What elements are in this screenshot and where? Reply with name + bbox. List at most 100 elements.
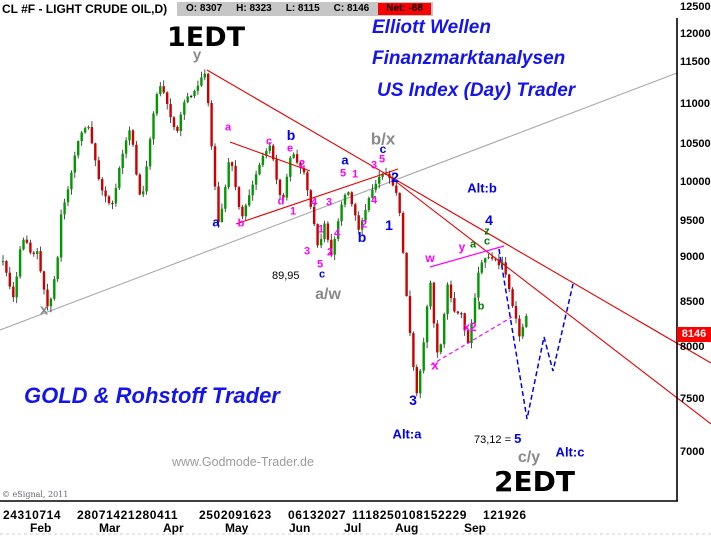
y-axis-tick-11000: 11000 [680, 98, 710, 110]
wave-label-1: 1 [289, 205, 297, 218]
plot-frame [0, 18, 711, 535]
quote-o: O: 8307 [186, 3, 223, 14]
esignal-copyright: © eSignal, 2011 [2, 490, 69, 499]
wave-label-b: b [237, 217, 245, 230]
wave-label-2: 2 [326, 246, 334, 259]
x-x2-trendline [430, 316, 513, 366]
wave-label-b-x: b/x [370, 129, 396, 149]
wave-label-3: 3 [409, 392, 417, 408]
wave-label-3: 3 [370, 159, 378, 172]
last-price-marker: 8146 [677, 327, 711, 342]
wave-label-2: 2 [298, 158, 306, 171]
may-triangle-top-line [229, 141, 311, 172]
y-axis-tick-12000: 12000 [680, 28, 711, 40]
long-uptrend-line [0, 72, 678, 331]
x-axis-month-apr: Apr [163, 521, 184, 535]
background-trendlines [0, 72, 678, 331]
overlay-trendlines [206, 69, 711, 425]
wave-label-alt-a: Alt:a [392, 426, 422, 442]
symbol-title: CL #F - LIGHT CRUDE OIL,D) [2, 2, 168, 16]
watermark-godmode-trader: www.Godmode-Trader.de [172, 455, 314, 469]
wave-label-b: b [477, 300, 485, 313]
wave-label-w: w [425, 251, 435, 265]
wave-label-b: b [357, 229, 367, 245]
x-axis-month-mar: Mar [99, 521, 121, 535]
wave-label-c: c [318, 268, 326, 281]
wave-label-a-w: a/w [315, 286, 341, 303]
y-axis-tick-7500: 7500 [680, 393, 705, 405]
x-axis-date-tick: 1118250108152229 [352, 508, 468, 522]
wave-label-1: 1 [351, 168, 359, 181]
wave-label-4: 4 [333, 227, 341, 240]
quote-l: L: 8115 [285, 3, 320, 14]
wave-label-alt-b: Alt:b [467, 180, 497, 196]
wave-label-alt-c: Alt:c [555, 444, 585, 460]
wave-label-b: b [286, 127, 296, 143]
wave5-target-wave-number: 5 [514, 431, 522, 446]
y-axis-tick-7000: 7000 [680, 446, 705, 458]
wave-label-1: 1 [317, 223, 325, 236]
wave5-target-annotation: 73,12 = 5 [474, 432, 521, 446]
wave-1edt-label: 1EDT [167, 22, 246, 53]
wave-label-a: a [224, 121, 232, 134]
y-axis-tick-10000: 10000 [680, 176, 711, 188]
price-annotation-8995: 89,95 [272, 270, 300, 282]
wave5-projection-zigzag [498, 248, 574, 420]
x-axis-month-may: May [225, 521, 249, 535]
secondary-downtrend-line [385, 173, 711, 425]
wave-label-2: 2 [391, 169, 399, 185]
y-axis-tick-8000: 8000 [680, 341, 705, 353]
w-resistance-line [429, 245, 505, 268]
x-axis-month-aug: Aug [395, 521, 419, 535]
wave-label-1: 1 [385, 217, 393, 233]
wave-label-x: x [431, 357, 439, 373]
ohlc-quote-bar: O: 8307 H: 8323 L: 8115 C: 8146 Net: -68 [177, 2, 433, 16]
wave-label-c: c [483, 235, 491, 248]
wave-label-c: c [265, 135, 273, 148]
wave-label-5: 5 [378, 153, 386, 166]
x-axis-date-tick: 24310714 [3, 508, 62, 522]
wave-label-3: 3 [325, 196, 333, 209]
primary-downtrend-line [206, 69, 711, 364]
y-axis-tick-11500: 11500 [680, 56, 710, 68]
wave-label-c: c [379, 142, 387, 156]
brand-line-gold-rohstoff: GOLD & Rohstoff Trader [24, 383, 280, 408]
y-axis-tick-12500: 12500 [680, 1, 711, 13]
wave-label-a: a [469, 238, 477, 251]
brand-line-usindex: US Index (Day) Trader [377, 80, 576, 101]
wave-label-z: z [484, 225, 490, 238]
y-axis-tick-9000: 9000 [680, 251, 705, 263]
wave-label-x: x [39, 301, 49, 319]
wave-label-5: 5 [339, 167, 347, 180]
y-axis-tick-10500: 10500 [680, 138, 711, 150]
x-axis-month-feb: Feb [30, 521, 52, 535]
wave-label-a: a [341, 152, 349, 168]
y-axis-tick-9500: 9500 [680, 215, 705, 227]
brand-line-elliott: Elliott Wellen [372, 17, 491, 38]
quote-c: C: 8146 [333, 3, 370, 14]
wave-label-4: 4 [370, 194, 378, 207]
wave-label-a: a [212, 214, 220, 230]
x-axis-date-tick: 121926 [483, 508, 527, 522]
x-axis-date-tick: 2502091623 [199, 508, 272, 522]
x-axis-month-sep: Sep [464, 521, 487, 535]
candlestick-series [1, 69, 528, 399]
wave-label-3: 3 [303, 245, 311, 258]
x-axis-month-jul: Jul [344, 521, 362, 535]
x-axis-date-tick: 06132027 [288, 508, 347, 522]
wave-2edt-label: 2EDT [494, 465, 575, 498]
quote-net: Net: -68 [378, 3, 431, 15]
wave-label-y: y [458, 240, 466, 254]
wave-label-4: 4 [485, 212, 493, 228]
y-axis-tick-8500: 8500 [680, 296, 705, 308]
wave-label-e: e [286, 142, 294, 155]
wave-label-5: 5 [316, 258, 324, 271]
wave5-target-price: 73,12 = [474, 434, 515, 446]
july-uptrend-line [235, 168, 399, 225]
wave-label-4: 4 [310, 196, 318, 209]
wave-label-y: y [192, 46, 202, 64]
quote-h: H: 8323 [236, 3, 272, 14]
x-axis-date-tick: 28071421280411 [77, 508, 179, 522]
